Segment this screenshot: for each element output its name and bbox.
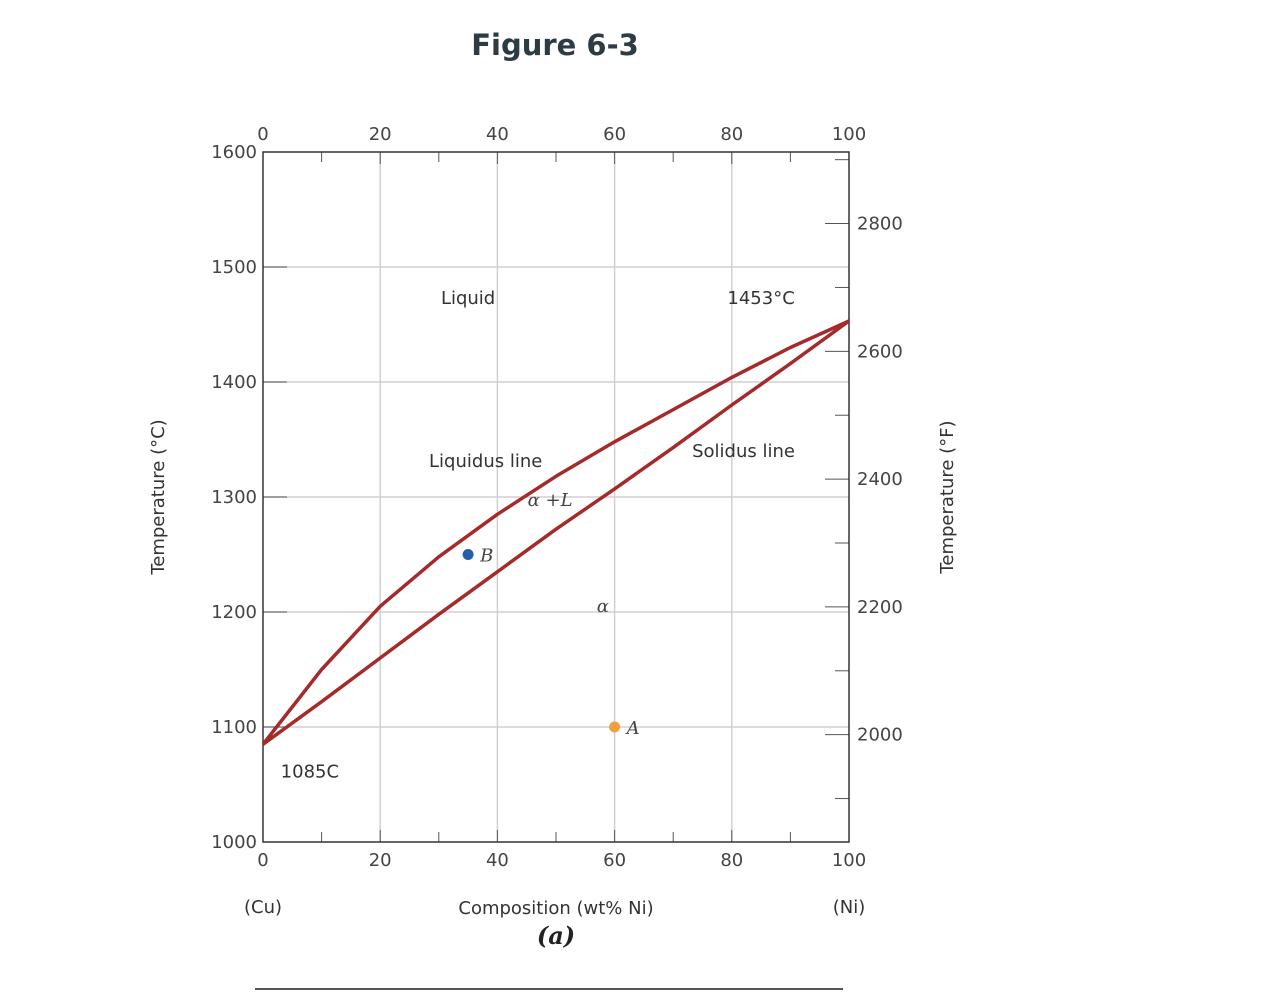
x-tick-label: 0: [257, 850, 268, 871]
axis-ticks: 0 0 20 20 40 40 60 60 80 80 100 100 1000 1100 1200 1300…: [211, 124, 903, 871]
chart-labels: Liquid 1453°C Liquidus line Solidus line α +…: [281, 288, 795, 783]
x-tick-label: 80: [720, 850, 743, 871]
y-tick-label: 1300: [211, 487, 257, 508]
annotation-1453-c: 1453°C: [727, 288, 794, 309]
y2-axis-label: Temperature (°F): [937, 420, 958, 574]
x-tick-label-top: 100: [832, 124, 866, 145]
y-tick-label: 1200: [211, 602, 257, 623]
solidus-line-curve: [261, 319, 851, 746]
y2-tick-label: 2400: [857, 469, 903, 490]
x-tick-label-top: 60: [603, 124, 626, 145]
y-tick-label: 1500: [211, 257, 257, 278]
grid-lines: [263, 152, 849, 842]
composition-points: AB: [462, 546, 640, 739]
x-tick-label-top: 40: [486, 124, 509, 145]
annotation-alpha-l: α +L: [528, 490, 573, 511]
annotation-solidus-line: Solidus line: [692, 441, 795, 462]
y-axis-label: Temperature (°C): [148, 419, 169, 575]
x-tick-label: 20: [369, 850, 392, 871]
left-end-label: (Cu): [244, 897, 282, 918]
y2-tick-label: 2600: [857, 341, 903, 362]
x-tick-label-top: 80: [720, 124, 743, 145]
y-tick-label: 1600: [211, 142, 257, 163]
y2-tick-label: 2800: [857, 214, 903, 235]
y2-tick-label: 2000: [857, 725, 903, 746]
point-b-label: B: [479, 546, 493, 567]
y-tick-label: 1000: [211, 832, 257, 853]
figure-sublabel: (a): [537, 921, 575, 950]
x-axis-label: Composition (wt% Ni): [458, 898, 653, 919]
y-tick-label: 1100: [211, 717, 257, 738]
phase-curves: [261, 319, 851, 746]
right-end-label: (Ni): [833, 897, 866, 918]
point-a: [609, 721, 621, 733]
annotation-1085c: 1085C: [281, 762, 339, 783]
point-b: [462, 549, 474, 560]
annotation-alpha: α: [597, 596, 609, 617]
x-tick-label: 40: [486, 850, 509, 871]
x-tick-label: 100: [832, 850, 866, 871]
x-tick-label-top: 0: [257, 124, 268, 145]
x-tick-label: 60: [603, 850, 626, 871]
y-tick-label: 1400: [211, 372, 257, 393]
liquidus-line-curve: [261, 319, 850, 746]
x-tick-label-top: 20: [369, 124, 392, 145]
plot-frame: [262, 151, 850, 843]
y2-tick-label: 2200: [857, 597, 903, 618]
annotation-liquidus-line: Liquidus line: [429, 451, 542, 472]
annotation-liquid: Liquid: [441, 288, 495, 309]
figure-title: Figure 6-3: [471, 28, 639, 62]
bottom-divider: [255, 988, 843, 990]
point-a-label: A: [625, 718, 640, 739]
